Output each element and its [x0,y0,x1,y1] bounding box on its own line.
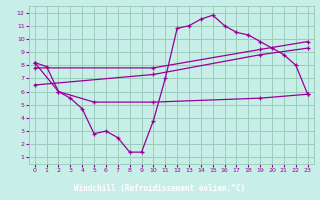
Text: Windchill (Refroidissement éolien,°C): Windchill (Refroidissement éolien,°C) [75,184,245,193]
